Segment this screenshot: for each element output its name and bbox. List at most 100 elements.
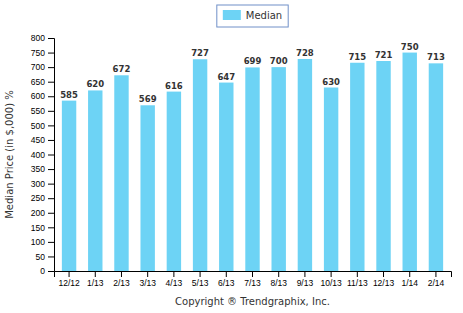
y-axis-line	[48, 39, 55, 272]
bar	[193, 59, 207, 271]
data-label: 750	[401, 42, 419, 52]
y-tick: 750	[31, 48, 54, 58]
y-tick: 650	[31, 77, 54, 87]
y-axis: 0501001502002503003504004505005506006507…	[31, 33, 55, 276]
bar	[62, 101, 76, 271]
x-tick-mark	[69, 271, 70, 277]
y-tick-mark	[48, 227, 54, 228]
x-tick-label: 2/14	[428, 278, 445, 288]
x-tick: 4/13	[166, 271, 183, 288]
y-tick-mark	[48, 111, 54, 112]
y-tick-label: 450	[31, 135, 45, 145]
y-tick: 800	[31, 33, 54, 43]
plot: 5856206725696167276476997007286307157217…	[31, 33, 452, 288]
data-label: 721	[375, 50, 393, 60]
y-tick-label: 250	[31, 193, 45, 203]
x-tick-mark	[409, 271, 410, 277]
y-tick: 150	[31, 223, 54, 233]
data-label: 569	[139, 94, 157, 104]
bar	[219, 83, 233, 271]
x-tick: 9/13	[297, 271, 314, 288]
y-axis-title: Median Price (in $,000) %	[4, 90, 15, 219]
x-axis-title: Copyright ® Trendgraphix, Inc.	[175, 296, 330, 307]
y-tick-label: 700	[31, 62, 45, 72]
y-tick-label: 500	[31, 121, 45, 131]
y-tick-mark	[48, 96, 54, 97]
bars	[62, 53, 443, 271]
x-tick: 2/13	[113, 271, 130, 288]
data-label: 727	[191, 48, 209, 58]
x-tick-label: 1/14	[401, 278, 418, 288]
x-tick-label: 6/13	[218, 278, 235, 288]
x-tick-mark	[121, 271, 122, 277]
x-tick: 11/13	[347, 271, 368, 288]
bar	[245, 67, 259, 271]
y-tick-mark	[48, 38, 54, 39]
x-tick: 10/13	[320, 271, 342, 288]
data-label: 699	[244, 56, 262, 66]
y-tick-label: 750	[31, 48, 45, 58]
x-tick: 1/13	[87, 271, 104, 288]
x-tick-label: 11/13	[347, 278, 368, 288]
bar	[140, 105, 154, 271]
data-label: 700	[270, 56, 288, 66]
bar	[429, 63, 443, 271]
x-tick-label: 5/13	[192, 278, 209, 288]
x-tick-label: 8/13	[270, 278, 287, 288]
data-label: 630	[322, 77, 340, 87]
data-label: 616	[165, 81, 183, 91]
x-tick-mark	[200, 271, 201, 277]
y-tick-mark	[48, 184, 54, 185]
y-tick-mark	[48, 155, 54, 156]
bar	[403, 53, 417, 271]
y-tick-mark	[48, 242, 54, 243]
y-tick-label: 300	[31, 179, 45, 189]
y-tick: 50	[36, 252, 54, 262]
x-tick-mark	[147, 271, 148, 277]
y-tick-label: 200	[31, 208, 45, 218]
legend-item: Median	[223, 10, 282, 21]
y-tick-label: 0	[40, 266, 45, 276]
legend: Median	[217, 5, 288, 27]
x-tick: 2/14	[428, 271, 445, 288]
data-label: 620	[86, 79, 104, 89]
x-axis-line	[55, 272, 452, 278]
y-tick: 250	[31, 193, 54, 203]
y-tick: 0	[40, 266, 54, 276]
x-tick-label: 3/13	[139, 278, 156, 288]
data-labels: 5856206725696167276476997007286307157217…	[60, 42, 445, 105]
y-tick-mark	[48, 140, 54, 141]
x-tick-mark	[304, 271, 305, 277]
y-tick-label: 650	[31, 77, 45, 87]
x-tick-label: 9/13	[297, 278, 314, 288]
x-tick-mark	[95, 271, 96, 277]
bar	[271, 67, 285, 271]
y-tick: 200	[31, 208, 54, 218]
x-tick: 3/13	[139, 271, 156, 288]
y-tick-mark	[48, 198, 54, 199]
y-tick-label: 550	[31, 106, 45, 116]
x-tick: 12/13	[373, 271, 395, 288]
y-tick: 500	[31, 121, 54, 131]
x-tick-label: 10/13	[320, 278, 342, 288]
x-tick-label: 12/13	[373, 278, 395, 288]
y-tick-mark	[48, 169, 54, 170]
y-tick-mark	[48, 67, 54, 68]
y-tick: 450	[31, 135, 54, 145]
y-tick-label: 600	[31, 91, 45, 101]
legend-frame	[217, 5, 288, 27]
bar	[298, 59, 312, 271]
y-tick-label: 150	[31, 223, 45, 233]
bar	[350, 63, 364, 271]
y-tick-mark	[48, 82, 54, 83]
bar	[167, 92, 181, 271]
y-tick: 100	[31, 237, 54, 247]
x-tick-mark	[226, 271, 227, 277]
x-tick-label: 7/13	[244, 278, 261, 288]
y-tick: 550	[31, 106, 54, 116]
y-tick-label: 350	[31, 164, 45, 174]
y-tick-mark	[48, 271, 54, 272]
y-tick: 600	[31, 91, 54, 101]
x-tick: 6/13	[218, 271, 235, 288]
legend-label: Median	[246, 10, 282, 21]
